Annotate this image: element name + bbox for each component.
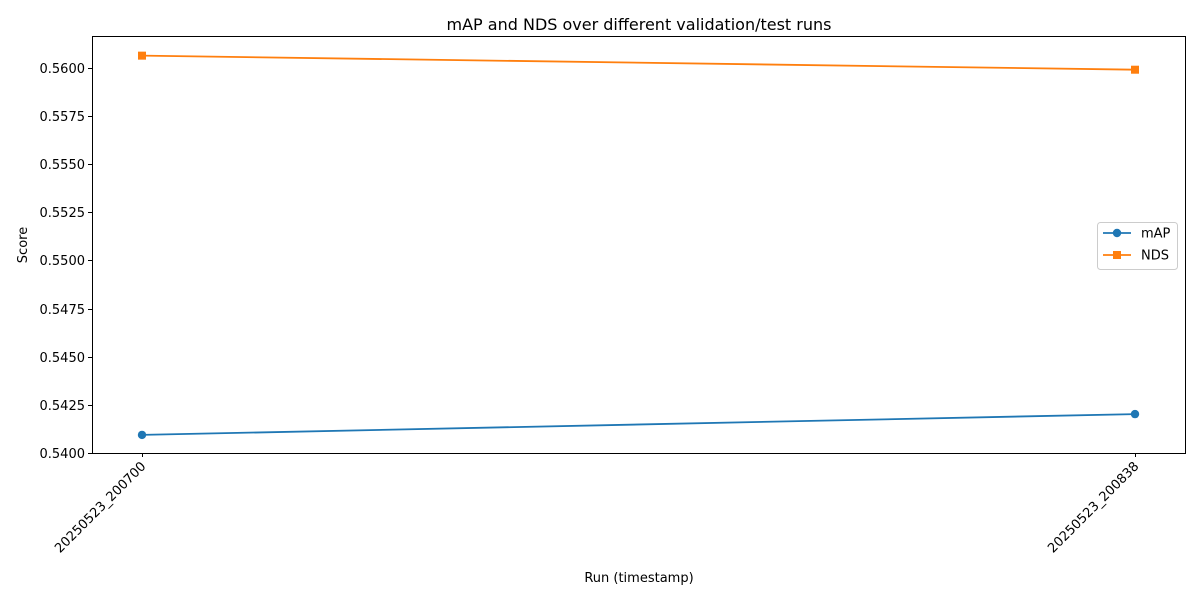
series-line-map (141, 413, 1136, 436)
data-point-map (137, 430, 147, 440)
data-point-nds (138, 51, 146, 60)
y-tick-label: 0.5500 (40, 254, 86, 269)
x-axis-label: Run (timestamp) (584, 571, 693, 586)
y-tick-label: 0.5600 (40, 62, 86, 77)
y-tick-label: 0.5475 (40, 303, 86, 318)
data-point-map (1130, 409, 1140, 419)
data-point-nds (1131, 65, 1139, 74)
legend-marker (1112, 228, 1122, 238)
y-axis-ticks: 0.5400 0.5425 0.5450 0.5475 0.5500 0.5525 0.55… (40, 62, 92, 462)
legend-marker (1113, 251, 1121, 259)
legend-label: NDS (1141, 249, 1169, 264)
legend: mAP NDS (1097, 222, 1178, 270)
y-tick-label: 0.5450 (40, 351, 86, 366)
y-tick-label: 0.5400 (40, 447, 86, 462)
plot-frame (92, 36, 1186, 454)
series-layer (137, 51, 1140, 440)
y-tick-label: 0.5550 (40, 158, 86, 173)
legend-label: mAP (1141, 227, 1171, 242)
y-axis-label: Score (16, 227, 31, 263)
y-tick-label: 0.5575 (40, 110, 86, 125)
y-tick-label: 0.5425 (40, 399, 86, 414)
chart-title: mAP and NDS over different validation/te… (447, 15, 832, 34)
series-line-nds (141, 54, 1136, 71)
y-tick-label: 0.5525 (40, 206, 86, 221)
